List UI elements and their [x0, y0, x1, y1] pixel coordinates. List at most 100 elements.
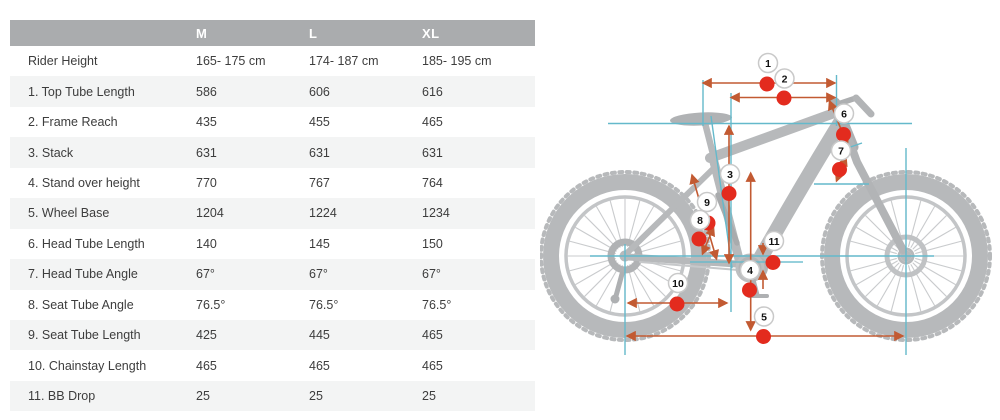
row-value: 465	[422, 328, 443, 343]
row-label: 10. Chainstay Length	[28, 358, 147, 373]
badge-number: 1	[765, 58, 771, 70]
table-row: 10. Chainstay Length 465 465 465	[10, 350, 535, 380]
row-label: 4. Stand over height	[28, 175, 140, 190]
size-column-blank	[10, 20, 186, 46]
row-value: 25	[309, 389, 323, 404]
measure-point-dot	[765, 255, 781, 270]
row-value: 25	[422, 389, 436, 404]
size-column-header: M	[186, 20, 299, 46]
measure-point-dot	[691, 231, 707, 247]
marker-badge: 7	[830, 140, 852, 161]
row-value: 76.5°	[309, 297, 339, 312]
row-value: 67°	[309, 267, 328, 282]
row-label: 9. Seat Tube Length	[28, 328, 141, 343]
measure-point-dot	[776, 90, 792, 106]
row-value: 631	[422, 145, 443, 160]
row-value: 67°	[422, 267, 441, 282]
row-value: 767	[309, 175, 330, 190]
marker-badge: 1	[757, 52, 779, 74]
badge-circle	[719, 163, 741, 185]
marker-badge: 6	[833, 103, 855, 124]
seatpost	[701, 119, 719, 166]
rear-derailleur	[613, 271, 625, 299]
row-value: 185- 195 cm	[422, 54, 492, 69]
geometry-table-body: Rider Height 165- 175 cm 174- 187 cm 185- 1…	[10, 46, 535, 412]
table-row: 6. Head Tube Length 140 145 150	[10, 229, 535, 259]
row-value: 764	[422, 175, 443, 190]
row-value: 445	[309, 328, 330, 343]
table-row: 9. Seat Tube Length 425 445 465	[10, 319, 535, 351]
row-label: 8. Seat Tube Angle	[28, 297, 134, 312]
geometry-table-header: M L XL	[10, 20, 535, 46]
badge-circle	[774, 68, 795, 89]
saddle	[670, 112, 732, 126]
fork	[845, 136, 907, 254]
chain	[639, 261, 739, 271]
table-row: 8. Seat Tube Angle 76.5° 76.5° 76.5°	[10, 290, 535, 320]
row-label: 3. Stack	[28, 145, 74, 160]
table-row: Rider Height 165- 175 cm 174- 187 cm 185- 1…	[10, 46, 535, 76]
badge-circle	[689, 209, 711, 231]
marker-badge: 9	[696, 191, 718, 213]
row-label: 1. Top Tube Length	[28, 84, 135, 99]
row-value: 435	[196, 115, 217, 130]
marker-badges-layer: 12 3 4 5 6 7 89 10 11	[667, 52, 855, 327]
row-value: 455	[309, 115, 330, 130]
table-row: 4. Stand over height 770 767 764	[10, 168, 535, 198]
badge-circle	[830, 140, 852, 161]
table-row: 5. Wheel Base 1204 1224 1234	[10, 198, 535, 229]
row-value: 76.5°	[422, 297, 452, 312]
row-value: 140	[196, 236, 217, 251]
row-label: 7. Head Tube Angle	[28, 267, 138, 282]
row-value: 1234	[422, 206, 450, 221]
row-value: 67°	[196, 267, 215, 282]
badge-circle	[696, 191, 718, 213]
row-value: 465	[196, 358, 217, 373]
row-value: 465	[422, 115, 443, 130]
measure-point-dot	[756, 329, 771, 344]
badge-number: 9	[704, 197, 710, 209]
row-value: 1204	[196, 206, 224, 221]
marker-badge: 2	[774, 68, 795, 89]
row-value: 425	[196, 328, 217, 343]
badge-number: 6	[841, 108, 847, 120]
badge-circle	[757, 52, 779, 74]
measure-point-dot	[832, 162, 847, 177]
badge-number: 7	[838, 145, 844, 157]
badge-number: 5	[761, 311, 767, 323]
row-label: 11. BB Drop	[28, 389, 96, 404]
bike-silhouette	[539, 94, 992, 342]
row-value: 616	[422, 84, 443, 99]
badge-circle	[667, 272, 689, 294]
badge-circle	[753, 306, 775, 327]
marker-badge: 11	[763, 230, 785, 252]
measure-point-dot	[759, 76, 775, 92]
row-value: 631	[196, 145, 217, 160]
marker-badge: 4	[739, 259, 761, 281]
row-value: 25	[196, 389, 210, 404]
row-value: 150	[422, 236, 443, 251]
badge-circle	[833, 103, 855, 124]
marker-badge: 3	[719, 163, 741, 185]
badge-number: 2	[782, 73, 788, 85]
row-value: 465	[309, 358, 330, 373]
row-label: 6. Head Tube Length	[28, 236, 145, 251]
table-row: 2. Frame Reach 435 455 465	[10, 107, 535, 137]
table-row: 3. Stack 631 631 631	[10, 137, 535, 168]
size-column-header: XL	[412, 20, 535, 46]
measure-point-dot	[669, 296, 685, 312]
size-column-header: L	[299, 20, 412, 46]
bike-diagram-svg: 12 3 4 5 6 7 89 10 11	[539, 52, 992, 355]
marker-badge: 10	[667, 272, 689, 294]
row-value: 76.5°	[196, 297, 226, 312]
badge-circle	[763, 230, 785, 252]
badge-number: 11	[768, 236, 779, 248]
row-value: 770	[196, 175, 217, 190]
measure-point-dot	[742, 282, 757, 298]
badge-number: 3	[727, 169, 733, 181]
badge-circle	[739, 259, 761, 281]
row-value: 586	[196, 84, 217, 99]
row-value: 174- 187 cm	[309, 54, 379, 69]
geometry-table: M L XL Rider Height 165- 175 cm 174- 187 cm 1…	[10, 20, 535, 412]
handlebar-grip	[852, 94, 875, 118]
